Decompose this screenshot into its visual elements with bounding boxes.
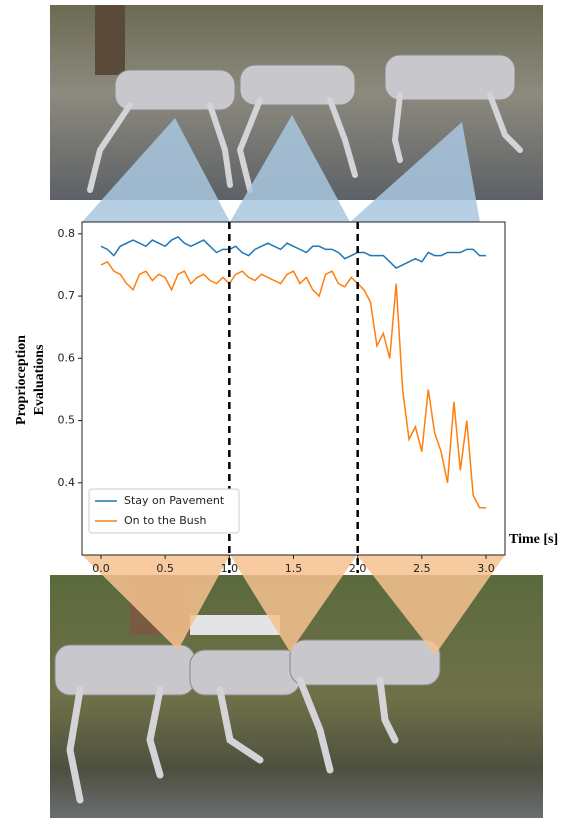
blue-projections — [82, 115, 480, 222]
legend-label: On to the Bush — [124, 514, 206, 527]
series-line — [100, 236, 487, 269]
y-tick-label: 0.6 — [58, 351, 76, 364]
x-tick-label: 1.0 — [221, 562, 239, 575]
x-tick-label: 3.0 — [477, 562, 495, 575]
x-tick-label: 2.0 — [349, 562, 367, 575]
y-tick-label: 0.4 — [58, 476, 76, 489]
legend: Stay on Pavement On to the Bush — [88, 488, 240, 534]
x-tick-label: 0.0 — [92, 562, 110, 575]
x-tick-label: 1.5 — [285, 562, 303, 575]
y-tick-label: 0.7 — [58, 289, 76, 302]
legend-label: Stay on Pavement — [124, 494, 225, 507]
y-axis-label: Evaluations — [32, 344, 47, 415]
y-tick-label: 0.8 — [58, 227, 76, 240]
x-tick-label: 0.5 — [156, 562, 174, 575]
x-axis-label: Time [s] — [509, 532, 558, 547]
x-tick-label: 2.5 — [413, 562, 431, 575]
series-line — [100, 260, 487, 509]
orange-projections — [82, 555, 505, 655]
legend-box — [88, 488, 240, 534]
y-axis-label: Proprioception — [14, 335, 29, 425]
y-tick-label: 0.5 — [58, 414, 76, 427]
